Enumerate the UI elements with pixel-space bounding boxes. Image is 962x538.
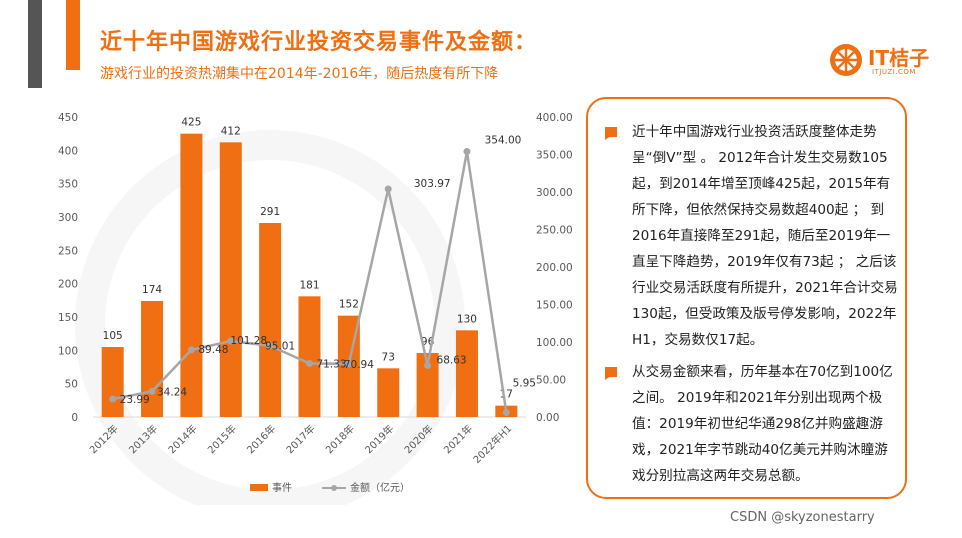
amount-value-label: 354.00 — [485, 135, 522, 147]
background-watermark-logo — [75, 130, 465, 505]
bar-events — [259, 223, 282, 417]
itjuzi-logo: IT桔子 ITJUZI.COM — [828, 40, 938, 80]
x-axis-category-label: 2014年 — [165, 422, 199, 456]
left-axis-tick-label: 0 — [71, 412, 78, 424]
amount-value-label: 71.33 — [316, 359, 346, 371]
amount-value-label: 23.99 — [120, 394, 150, 406]
amount-point — [384, 185, 392, 193]
right-axis-tick-label: 400.00 — [536, 112, 573, 124]
speech-flag-icon — [605, 367, 617, 380]
insight-panel: 近十年中国游戏行业投资活跃度整体走势呈“倒V”型 。 2012年合计发生交易数1… — [586, 97, 907, 499]
x-axis-category-label: 2017年 — [283, 422, 317, 456]
logo-text: IT桔子 — [868, 46, 930, 70]
amount-value-label: 89.48 — [198, 344, 228, 356]
right-axis-tick-label: 100.00 — [536, 337, 573, 349]
page-title: 近十年中国游戏行业投资交易事件及金额： — [100, 30, 538, 55]
amount-value-label: 101.28 — [230, 335, 267, 347]
bar-events — [455, 330, 478, 417]
bar-value-label: 152 — [339, 299, 359, 311]
right-axis-tick-label: 200.00 — [536, 262, 573, 274]
bar-value-label: 291 — [260, 206, 280, 218]
page-subtitle: 游戏行业的投资热潮集中在2014年-2016年，随后热度有所下降 — [100, 66, 499, 82]
bar-value-label: 73 — [382, 351, 395, 363]
right-axis-tick-label: 300.00 — [536, 187, 573, 199]
legend-label-amount: 金额（亿元） — [350, 481, 410, 494]
x-axis-category-label: 2016年 — [244, 422, 278, 456]
left-axis-tick-label: 200 — [58, 279, 78, 291]
decorative-orange-bar — [66, 0, 80, 70]
insight-paragraph-2: 从交易金额来看，历年基本在70亿到100亿之间。 2019年和2021年分别出现… — [632, 364, 893, 484]
bar-events — [101, 347, 124, 417]
bar-value-label: 17 — [500, 389, 513, 401]
amount-point — [463, 148, 471, 155]
amount-point — [306, 360, 313, 368]
amount-value-label: 303.97 — [414, 178, 451, 190]
bar-value-label: 425 — [181, 117, 201, 129]
left-axis-tick-label: 450 — [58, 112, 78, 124]
left-axis-tick-label: 400 — [58, 145, 78, 157]
left-axis-tick-label: 300 — [58, 212, 78, 224]
amount-point — [109, 395, 117, 403]
right-axis-tick-label: 150.00 — [536, 300, 573, 312]
left-axis-tick-label: 350 — [58, 179, 78, 191]
left-axis-tick-label: 50 — [65, 379, 78, 391]
investment-chart: 0 50 100 150 200 250 300 350 400 450 0.00 50.00 100… — [58, 112, 573, 505]
amount-value-label: 5.95 — [513, 378, 536, 390]
insight-paragraph-1: 近十年中国游戏行业投资活跃度整体走势呈“倒V”型 。 2012年合计发生交易数1… — [632, 124, 898, 348]
decorative-gray-bar — [28, 0, 42, 88]
x-axis-category-label: 2022年H1 — [470, 422, 514, 466]
x-axis-category-label: 2021年 — [441, 422, 475, 456]
right-axis-tick-label: 350.00 — [536, 150, 573, 162]
amount-point — [424, 362, 432, 370]
amount-point — [227, 337, 235, 345]
bar-value-label: 130 — [457, 313, 477, 325]
left-axis-tick-label: 250 — [58, 245, 78, 257]
left-axis-tick-label: 150 — [58, 312, 78, 324]
bar-events — [377, 368, 400, 417]
amount-point — [266, 342, 274, 350]
bar-events — [219, 142, 242, 418]
legend-label-events: 事件 — [272, 481, 292, 494]
amount-value-label: 68.63 — [437, 355, 467, 367]
bar-events — [298, 296, 321, 417]
x-axis-category-label: 2015年 — [205, 422, 239, 456]
bar-events — [416, 353, 439, 417]
amount-point — [148, 387, 156, 395]
right-axis-tick-label: 0.00 — [536, 412, 559, 424]
amount-value-label: 95.01 — [265, 341, 295, 353]
bar-value-label: 105 — [103, 330, 123, 342]
amount-value-label: 34.24 — [157, 386, 187, 398]
right-axis-tick-label: 50.00 — [536, 375, 566, 387]
logo-domain: ITJUZI.COM — [872, 68, 916, 76]
bar-value-label: 412 — [221, 125, 241, 137]
amount-point — [345, 360, 353, 368]
bar-value-label: 181 — [299, 279, 319, 291]
orange-slice-icon — [830, 44, 862, 76]
right-axis-tick-label: 250.00 — [536, 225, 573, 237]
amount-point — [187, 346, 195, 354]
bar-events — [180, 133, 203, 417]
left-axis-tick-label: 100 — [58, 345, 78, 357]
csdn-watermark: CSDN @skyzonestarry — [730, 510, 875, 525]
speech-flag-icon — [605, 127, 617, 140]
legend-marker-amount — [331, 485, 337, 491]
bar-value-label: 174 — [142, 284, 162, 296]
x-axis-category-label: 2018年 — [323, 422, 357, 456]
amount-value-label: 70.94 — [344, 359, 374, 371]
amount-point — [502, 409, 510, 417]
bar-events — [141, 301, 164, 417]
legend-swatch-events — [250, 484, 268, 491]
